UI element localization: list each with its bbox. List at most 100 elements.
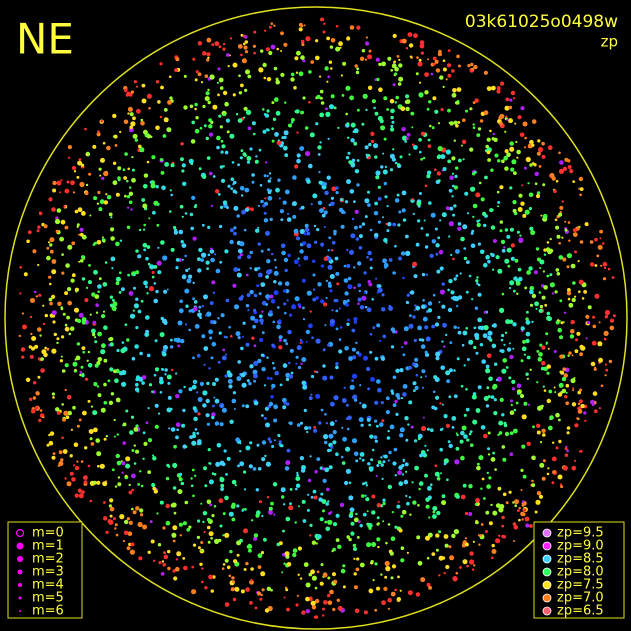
star [415,305,421,311]
star [310,495,314,499]
star [531,479,534,483]
star [228,325,231,329]
star [122,441,126,445]
star [382,169,388,175]
star [269,177,272,180]
star [222,42,226,46]
star [432,506,438,511]
star [331,240,336,245]
star [518,193,523,198]
star [533,270,538,275]
star [260,249,264,253]
star [418,192,422,195]
star [315,55,320,61]
star [435,68,441,73]
star [60,306,63,309]
star [504,258,510,264]
star [332,320,336,324]
star [353,585,358,590]
zp-legend-marker [542,580,552,590]
star [300,468,306,473]
star [168,75,172,79]
star [39,211,42,214]
star [159,115,163,119]
star [77,207,83,213]
star [193,381,196,384]
star [369,333,373,336]
star [355,567,360,572]
star [272,117,277,122]
star [353,320,357,324]
star [253,373,258,379]
star [492,510,498,516]
star [252,467,257,471]
star [183,74,187,78]
star [480,425,486,430]
star [142,431,146,435]
star [472,419,478,425]
star [196,535,200,540]
star [571,354,574,357]
star [101,236,104,239]
star [352,394,358,400]
star [49,243,53,247]
star [236,553,240,557]
star [253,400,259,406]
star [572,228,578,233]
star [182,444,187,449]
star [468,432,472,436]
star [564,453,569,457]
star [387,56,392,61]
star [345,85,351,91]
star [68,156,71,159]
star [204,74,209,78]
star [495,503,501,508]
star [335,271,340,276]
star [270,299,276,304]
star [267,437,271,441]
star [305,609,310,614]
star [96,451,102,457]
star [477,385,482,390]
star [471,229,475,233]
star [455,494,460,499]
star [286,448,291,453]
star [197,519,201,523]
star [382,258,387,264]
star [457,295,463,300]
star [240,83,244,88]
star [110,236,115,241]
star [203,124,207,128]
star [273,290,279,296]
star [425,535,430,541]
star [466,358,470,361]
star [231,479,237,485]
star [462,483,467,488]
star [455,432,458,435]
star [579,352,583,357]
star [576,417,580,420]
star [320,264,324,268]
star [583,411,587,415]
star [197,412,201,416]
star [190,139,196,144]
star [140,513,144,517]
star [151,155,156,160]
star [94,363,99,368]
star [590,361,596,367]
star [457,330,462,335]
star [130,542,135,547]
star [322,509,325,513]
star [150,183,156,189]
star [401,509,407,515]
star [286,299,289,302]
star [78,493,84,499]
star [374,400,379,405]
star [58,450,63,455]
zp-legend-label: zp=8.5 [557,552,604,567]
star [243,528,248,534]
star [202,390,208,396]
star [146,245,151,249]
star [387,523,391,526]
star [178,308,184,314]
